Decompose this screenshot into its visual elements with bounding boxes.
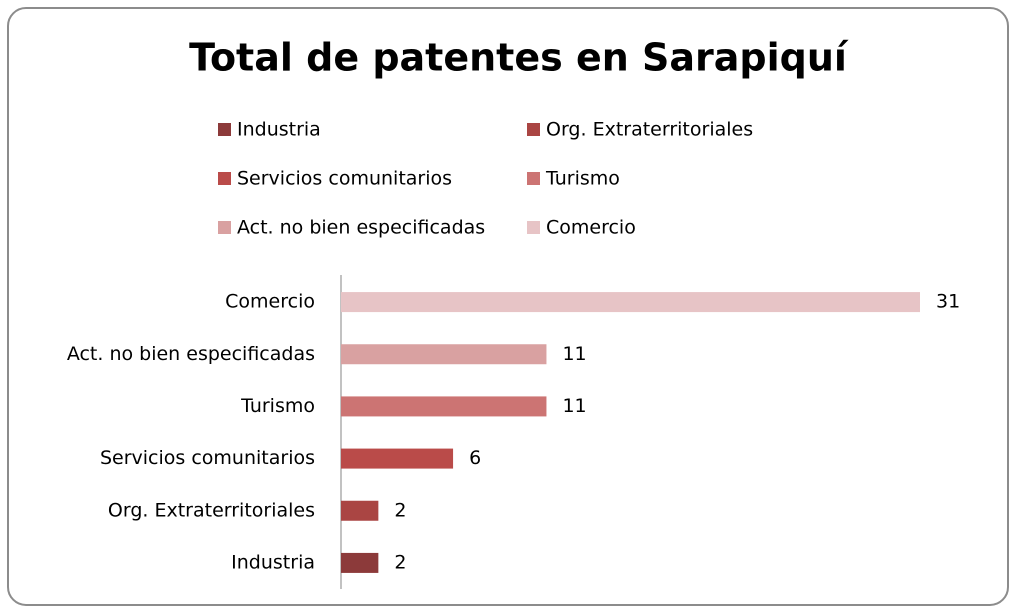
bar xyxy=(341,552,379,573)
legend-label: Comercio xyxy=(546,217,636,239)
data-label: 6 xyxy=(469,447,481,469)
bar xyxy=(341,292,920,313)
y-tick-label: Turismo xyxy=(240,395,315,417)
legend-swatch xyxy=(218,172,231,185)
y-tick-label: Act. no bien especificadas xyxy=(67,343,315,365)
legend-label: Industria xyxy=(237,119,321,141)
legend-swatch xyxy=(527,123,540,136)
y-tick-label: Servicios comunitarios xyxy=(100,447,315,469)
y-tick-label: Comercio xyxy=(225,291,315,313)
legend-label: Turismo xyxy=(545,168,620,190)
legend-swatch xyxy=(218,123,231,136)
legend-label: Act. no bien especificadas xyxy=(237,217,485,239)
legend-label: Org. Extraterritoriales xyxy=(546,119,753,141)
legend-swatch xyxy=(527,221,540,234)
data-label: 11 xyxy=(562,343,586,365)
y-tick-label: Org. Extraterritoriales xyxy=(108,499,315,521)
bar xyxy=(341,500,379,521)
data-label: 11 xyxy=(562,395,586,417)
legend-swatch xyxy=(527,172,540,185)
legend-swatch xyxy=(218,221,231,234)
data-label: 2 xyxy=(394,551,406,573)
bar xyxy=(341,396,547,417)
data-label: 31 xyxy=(936,291,960,313)
chart-title: Total de patentes en Sarapiquí xyxy=(189,36,849,80)
data-label: 2 xyxy=(394,499,406,521)
y-tick-label: Industria xyxy=(231,551,315,573)
legend-label: Servicios comunitarios xyxy=(237,168,452,190)
bar xyxy=(341,448,454,469)
bar xyxy=(341,344,547,365)
